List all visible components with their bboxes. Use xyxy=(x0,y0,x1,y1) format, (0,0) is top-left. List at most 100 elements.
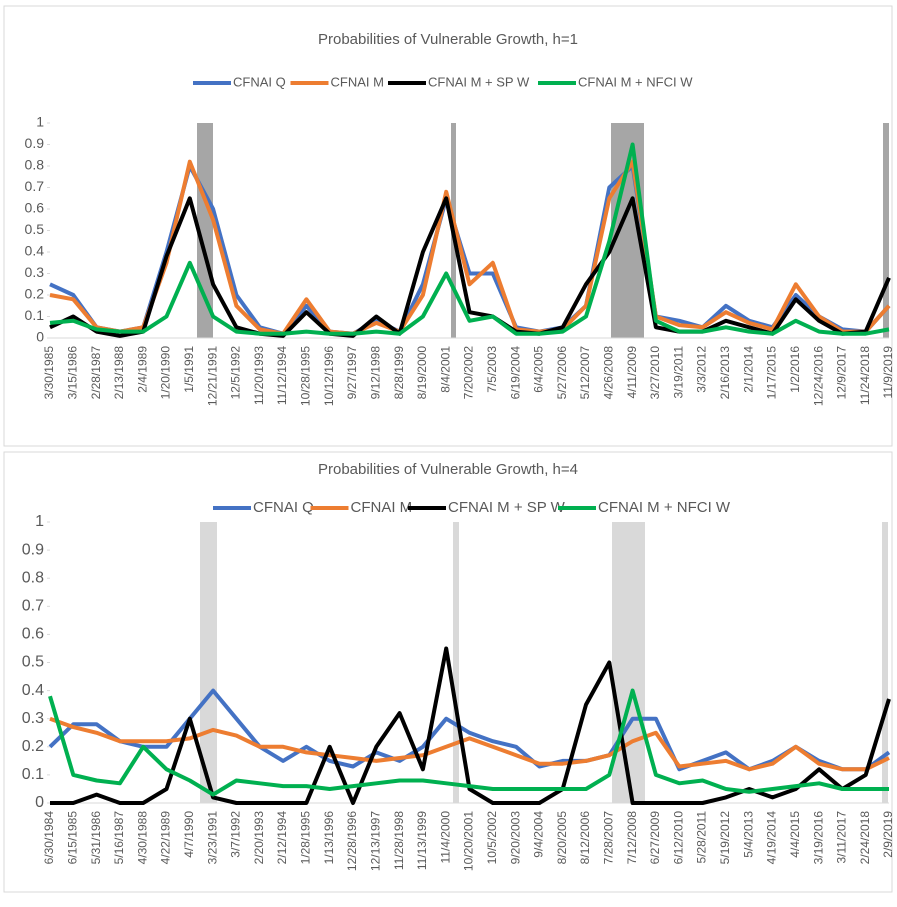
x-tick-label: 2/4/1989 xyxy=(135,346,149,393)
x-tick-label: 2/13/1988 xyxy=(112,346,126,400)
y-tick-label: 0.9 xyxy=(25,135,45,151)
x-tick-label: 3/15/1986 xyxy=(65,346,79,400)
series-line xyxy=(49,159,891,336)
y-tick-label: 0.3 xyxy=(22,710,44,727)
x-tick-label: 3/23/1991 xyxy=(205,811,219,865)
series-line xyxy=(49,716,890,772)
y-tick-label: 0.8 xyxy=(22,569,44,586)
x-tick-label: 1/13/1996 xyxy=(322,811,336,865)
x-tick-label: 5/19/2012 xyxy=(718,811,732,865)
x-tick-label: 8/12/2006 xyxy=(578,811,592,865)
x-tick-label: 11/9/2019 xyxy=(881,346,895,399)
y-tick-label: 0 xyxy=(35,794,44,811)
x-tick-label: 12/21/1991 xyxy=(205,346,219,406)
x-tick-label: 5/4/2013 xyxy=(741,811,755,858)
x-tick-label: 11/24/2018 xyxy=(858,346,872,405)
y-tick-label: 0.5 xyxy=(25,221,45,237)
legend-label: CFNAI M + SP W xyxy=(428,74,530,89)
x-tick-label: 2/9/2019 xyxy=(881,811,895,858)
x-tick-label: 4/7/1990 xyxy=(182,811,196,858)
x-tick-label: 2/16/2013 xyxy=(718,346,732,400)
legend-label: CFNAI Q xyxy=(233,74,286,89)
x-tick-label: 8/20/2005 xyxy=(555,811,569,865)
y-tick-label: 0.6 xyxy=(22,626,44,643)
x-tick-label: 4/30/1988 xyxy=(135,811,149,865)
x-tick-label: 2/24/2018 xyxy=(858,811,872,865)
y-tick-label: 0.8 xyxy=(25,157,45,173)
x-tick-label: 4/4/2015 xyxy=(788,811,802,858)
x-tick-label: 3/27/2010 xyxy=(648,346,662,400)
x-tick-label: 2/12/1994 xyxy=(275,811,289,865)
series-line xyxy=(50,646,891,805)
x-tick-label: 5/12/2007 xyxy=(578,346,592,400)
recession-shading xyxy=(200,522,888,803)
x-tick-label: 9/27/1997 xyxy=(345,346,359,400)
y-tick-label: 1 xyxy=(36,114,44,130)
x-tick-label: 3/30/1985 xyxy=(42,346,56,400)
y-tick-label: 0.9 xyxy=(22,541,44,558)
x-tick-label: 3/19/2011 xyxy=(671,346,685,399)
x-tick-label: 3/11/2017 xyxy=(835,811,849,864)
x-tick-label: 4/22/1989 xyxy=(159,811,173,865)
x-tick-label: 2/1/2014 xyxy=(741,346,755,393)
x-tick-label: 8/19/2000 xyxy=(415,346,429,400)
x-tick-label: 6/12/2010 xyxy=(671,811,685,865)
x-tick-label: 3/3/2012 xyxy=(695,346,709,393)
x-tick-label: 12/24/2016 xyxy=(811,346,825,406)
x-tick-label: 8/4/2001 xyxy=(438,346,452,393)
x-tick-label: 5/31/1986 xyxy=(89,811,103,865)
panel-frame xyxy=(3,451,893,893)
x-tick-label: 1/28/1995 xyxy=(299,811,313,865)
x-tick-label: 12/13/1997 xyxy=(368,811,382,871)
x-tick-label: 6/15/1985 xyxy=(65,811,79,865)
y-tick-label: 0.2 xyxy=(22,738,44,755)
x-tick-label: 1/2/2016 xyxy=(788,346,802,393)
x-tick-label: 11/28/1998 xyxy=(392,811,406,870)
y-tick-label: 0.5 xyxy=(22,654,44,671)
y-tick-label: 0.7 xyxy=(22,598,44,615)
x-tick-label: 5/28/2011 xyxy=(695,811,709,864)
x-tick-label: 10/12/1996 xyxy=(322,346,336,406)
x-tick-label: 1/20/1990 xyxy=(159,346,173,400)
chart-title: Probabilities of Vulnerable Growth, h=1 xyxy=(318,31,578,48)
x-tick-label: 9/12/1998 xyxy=(368,346,382,400)
y-tick-label: 0.4 xyxy=(25,243,45,259)
legend-label: CFNAI M xyxy=(351,499,413,516)
x-tick-label: 10/5/2002 xyxy=(485,811,499,865)
x-tick-label: 6/4/2005 xyxy=(532,346,546,393)
x-tick-label: 7/20/2002 xyxy=(462,346,476,400)
x-tick-label: 4/26/2008 xyxy=(602,346,616,400)
x-tick-label: 1/17/2015 xyxy=(765,346,779,400)
legend-label: CFNAI M xyxy=(331,74,384,89)
x-tick-label: 12/9/2017 xyxy=(835,346,849,400)
x-tick-label: 2/28/1987 xyxy=(89,346,103,400)
x-tick-label: 11/12/1994 xyxy=(275,346,289,405)
x-tick-label: 4/19/2014 xyxy=(765,811,779,865)
y-tick-label: 0.7 xyxy=(25,178,45,194)
x-tick-label: 11/4/2000 xyxy=(438,811,452,864)
y-tick-label: 1 xyxy=(35,513,44,530)
y-tick-label: 0.3 xyxy=(25,264,45,280)
panel-frame xyxy=(3,5,893,447)
chart-title: Probabilities of Vulnerable Growth, h=4 xyxy=(318,461,578,478)
legend-label: CFNAI M + NFCI W xyxy=(598,499,731,516)
legend-label: CFNAI M + SP W xyxy=(448,499,566,516)
x-tick-label: 2/20/1993 xyxy=(252,811,266,865)
x-tick-label: 7/5/2003 xyxy=(485,346,499,393)
y-tick-label: 0.4 xyxy=(22,682,44,699)
x-tick-label: 10/28/1995 xyxy=(299,346,313,406)
x-tick-label: 9/20/2003 xyxy=(508,811,522,865)
x-tick-label: 5/27/2006 xyxy=(555,346,569,400)
x-tick-label: 7/28/2007 xyxy=(602,811,616,865)
x-tick-label: 6/30/1984 xyxy=(42,811,56,865)
x-tick-label: 3/19/2016 xyxy=(811,811,825,865)
x-tick-label: 8/28/1999 xyxy=(392,346,406,400)
x-tick-label: 1/5/1991 xyxy=(182,346,196,393)
x-tick-label: 6/27/2009 xyxy=(648,811,662,865)
y-tick-label: 0.1 xyxy=(22,766,44,783)
x-tick-label: 10/20/2001 xyxy=(462,811,476,871)
x-tick-label: 7/12/2008 xyxy=(625,811,639,865)
x-tick-label: 4/11/2009 xyxy=(625,346,639,399)
legend-label: CFNAI Q xyxy=(253,499,314,516)
